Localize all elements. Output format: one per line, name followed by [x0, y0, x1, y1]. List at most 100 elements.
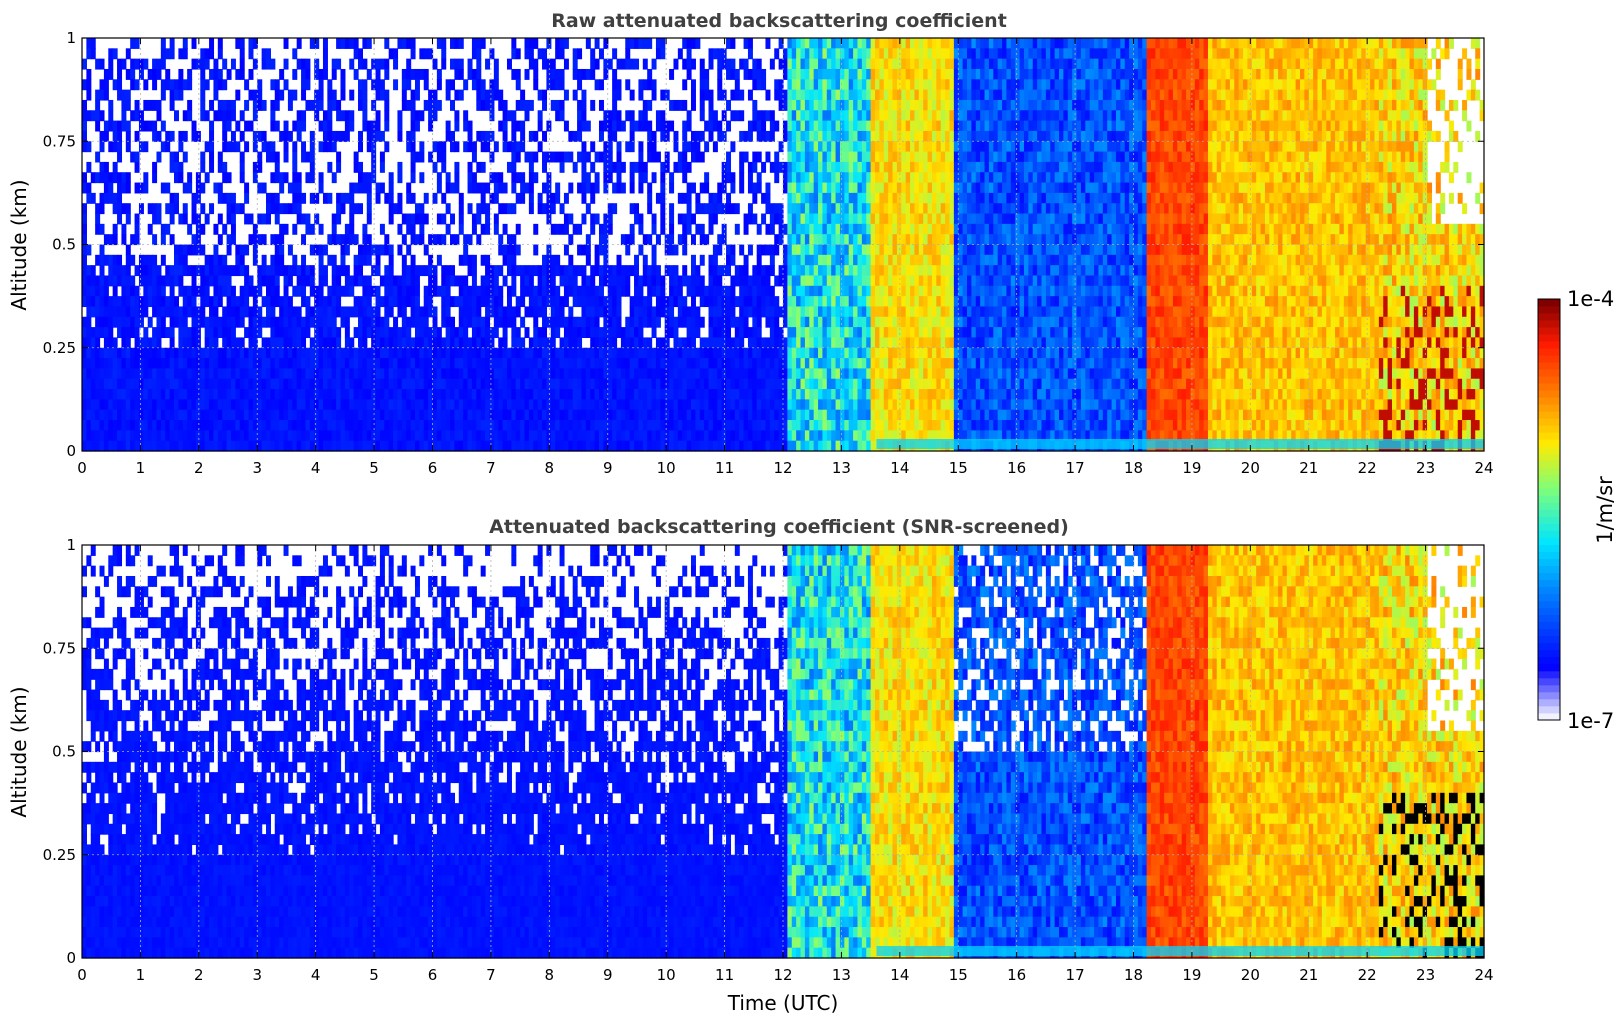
heatmap-cell	[752, 265, 758, 277]
heatmap-cell	[818, 141, 824, 153]
heatmap-cell	[804, 347, 810, 359]
heatmap-cell	[450, 430, 455, 442]
heatmap-cell	[309, 141, 315, 153]
heatmap-cell	[450, 316, 455, 328]
heatmap-cell	[620, 120, 626, 132]
heatmap-cell	[463, 141, 469, 153]
heatmap-cell	[778, 409, 784, 421]
heatmap-cell	[673, 327, 679, 339]
heatmap-cell	[200, 182, 206, 194]
heatmap-cell	[524, 265, 530, 277]
heatmap-cell	[581, 327, 587, 339]
heatmap-cell	[848, 389, 854, 400]
heatmap-cell	[839, 285, 845, 297]
heatmap-cell	[344, 378, 350, 390]
heatmap-cell	[200, 399, 206, 411]
heatmap-cell	[612, 420, 618, 431]
heatmap-cell	[121, 89, 127, 101]
heatmap-cell	[717, 337, 723, 349]
heatmap-cell	[616, 275, 622, 287]
heatmap-cell	[274, 244, 280, 256]
heatmap-cell	[669, 420, 675, 431]
heatmap-cell	[160, 79, 166, 91]
heatmap-cell	[800, 389, 806, 400]
heatmap-cell	[99, 440, 105, 452]
heatmap-cell	[274, 409, 280, 421]
heatmap-cell	[121, 58, 127, 70]
heatmap-cell	[480, 79, 486, 91]
heatmap-cell	[616, 58, 622, 70]
heatmap-cell	[853, 347, 859, 359]
heatmap-cell	[414, 265, 420, 277]
heatmap-cell	[156, 389, 162, 400]
heatmap-cell	[353, 265, 359, 277]
heatmap-cell	[660, 378, 666, 390]
heatmap-cell	[844, 430, 850, 442]
heatmap-cell	[349, 120, 355, 132]
heatmap-cell	[169, 275, 175, 287]
heatmap-cell	[664, 306, 670, 318]
heatmap-cell	[336, 399, 342, 411]
heatmap-cell	[450, 38, 455, 49]
heatmap-cell	[191, 213, 197, 225]
heatmap-cell	[121, 409, 127, 421]
heatmap-cell	[787, 141, 793, 153]
heatmap-cell	[485, 306, 491, 318]
heatmap-cell	[86, 38, 92, 49]
heatmap-cell	[857, 440, 863, 452]
heatmap-cell	[708, 89, 714, 101]
heatmap-cell	[861, 68, 867, 80]
heatmap-cell	[138, 409, 144, 421]
heatmap-cell	[296, 337, 302, 349]
heatmap-cell	[634, 265, 640, 277]
heatmap-cell	[857, 316, 863, 328]
heatmap-cell	[839, 316, 845, 328]
heatmap-cell	[590, 420, 596, 431]
heatmap-cell	[612, 440, 618, 452]
heatmap-cell	[804, 223, 810, 235]
heatmap-cell	[712, 430, 718, 442]
heatmap-cell	[143, 306, 149, 318]
heatmap-cell	[239, 389, 245, 400]
heatmap-cell	[585, 420, 591, 431]
heatmap-cell	[117, 275, 123, 287]
heatmap-cell	[471, 420, 477, 431]
heatmap-cell	[379, 244, 385, 256]
heatmap-cell	[366, 275, 372, 287]
heatmap-cell	[384, 420, 390, 431]
heatmap-cell	[344, 244, 350, 256]
heatmap-cell	[690, 89, 696, 101]
heatmap-cell	[209, 306, 215, 318]
heatmap-cell	[800, 275, 806, 287]
heatmap-cell	[471, 430, 477, 442]
heatmap-cell	[366, 316, 372, 328]
heatmap-cell	[818, 296, 824, 308]
heatmap-cell	[314, 68, 320, 80]
heatmap-cell	[695, 265, 701, 277]
heatmap-cell	[384, 296, 390, 308]
heatmap-cell	[318, 347, 324, 359]
heatmap-cell	[266, 378, 271, 390]
heatmap-cell	[366, 327, 372, 339]
heatmap-cell	[270, 420, 276, 431]
heatmap-cell	[174, 161, 179, 173]
heatmap-cell	[485, 430, 491, 442]
heatmap-cell	[213, 399, 219, 411]
heatmap-cell	[414, 327, 420, 339]
heatmap-cell	[195, 172, 201, 184]
heatmap-cell	[322, 327, 328, 339]
heatmap-cell	[747, 409, 753, 421]
heatmap-cell	[239, 254, 245, 266]
heatmap-cell	[178, 440, 184, 452]
heatmap-cell	[520, 430, 526, 442]
heatmap-cell	[266, 58, 271, 70]
heatmap-cell	[445, 275, 451, 287]
heatmap-cell	[603, 440, 609, 452]
heatmap-cell	[292, 378, 298, 390]
heatmap-cell	[230, 306, 236, 318]
heatmap-cell	[261, 316, 267, 328]
heatmap-cell	[82, 182, 87, 194]
heatmap-cell	[712, 254, 718, 266]
heatmap-cell	[270, 409, 276, 421]
heatmap-cell	[752, 58, 758, 70]
